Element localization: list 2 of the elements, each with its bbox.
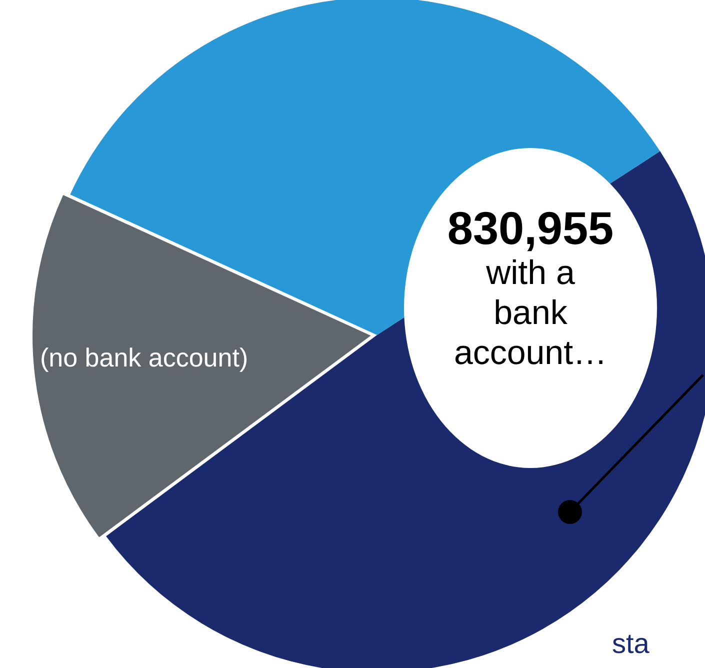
text: sta	[612, 628, 650, 660]
slice-label: (no bank account)	[40, 342, 248, 373]
